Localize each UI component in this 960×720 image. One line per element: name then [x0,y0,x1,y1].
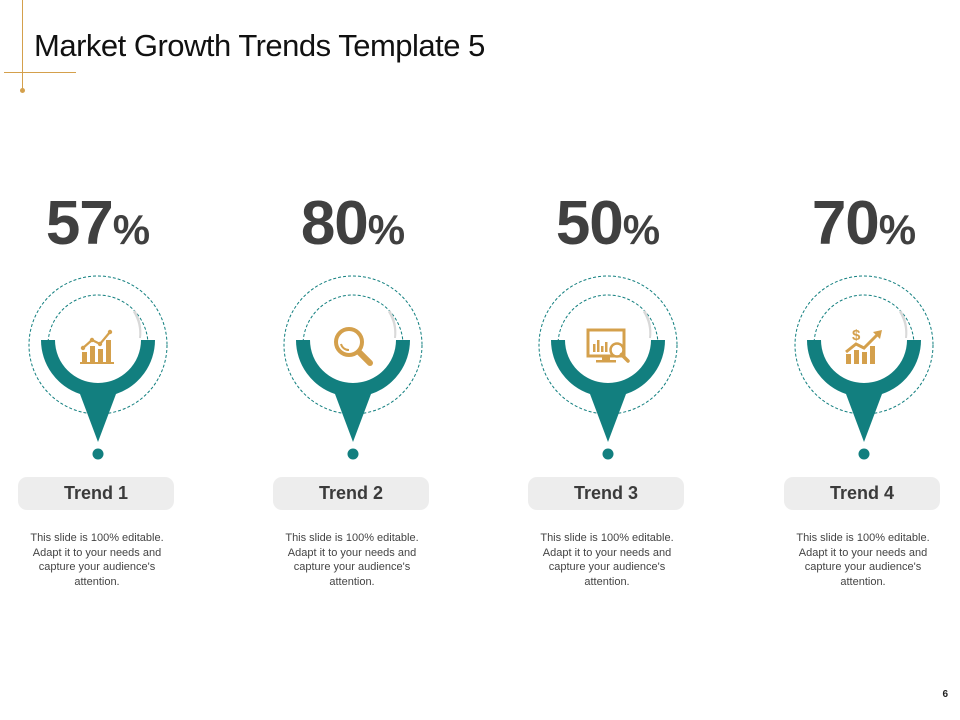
accent-dot [20,88,25,93]
magnifier-icon [334,327,373,366]
trend-label-pill: Trend 1 [18,477,174,510]
location-pin-graphic [794,275,934,460]
location-pin-graphic [538,275,678,460]
trend-label-pill: Trend 3 [528,477,684,510]
slide-title: Market Growth Trends Template 5 [34,28,485,63]
location-pin-graphic [28,275,168,460]
trend-description: This slide is 100% editable. Adapt it to… [540,532,674,588]
trend-percentage: 70% [811,189,917,258]
trend-card-1: 57% Trend 1 This slide is 100% editable.… [18,0,178,720]
trend-description: This slide is 100% editable. Adapt it to… [30,532,164,588]
monitor-analytics-icon [586,328,630,363]
trend-card-4: 70% $ Trend 4 This slide is 100% editabl… [784,0,944,720]
trend-description: This slide is 100% editable. Adapt it to… [796,532,930,588]
trend-percentage: 50% [555,189,661,258]
trend-label-pill: Trend 2 [273,477,429,510]
trend-description: This slide is 100% editable. Adapt it to… [285,532,419,588]
location-pin-graphic [283,275,423,460]
trend-percentage: 57% [45,189,151,258]
bar-chart-growth-icon [80,329,114,364]
trend-card-2: 80% Trend 2 This slide is 100% editable.… [273,0,433,720]
accent-vertical-line [22,0,23,90]
svg-text:$: $ [852,327,861,344]
accent-horizontal-line [4,72,76,73]
trend-percentage: 80% [300,189,406,258]
dollar-growth-icon: $ [845,327,882,364]
trend-card-3: 50% Trend 3 This slide is 100% editable.… [528,0,688,720]
page-number: 6 [942,689,948,700]
trend-label-pill: Trend 4 [784,477,940,510]
